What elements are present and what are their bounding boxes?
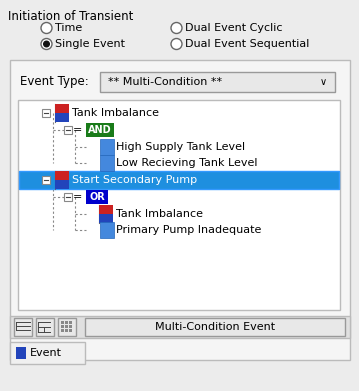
Text: Multi-Condition Event: Multi-Condition Event (155, 322, 275, 332)
Text: High Supply Tank Level: High Supply Tank Level (116, 142, 245, 152)
Bar (64, 193, 72, 201)
Circle shape (171, 23, 182, 34)
Text: Primary Pump Inadequate: Primary Pump Inadequate (116, 225, 261, 235)
Circle shape (41, 23, 52, 34)
Bar (61, 321, 64, 324)
Bar (99, 205, 113, 214)
Bar (10, 342, 85, 364)
Bar (16, 347, 26, 359)
Circle shape (171, 38, 182, 50)
Bar (18, 100, 340, 310)
Text: ** Multi-Condition **: ** Multi-Condition ** (108, 77, 222, 87)
Bar (86, 123, 114, 137)
Text: Single Event: Single Event (55, 39, 125, 49)
Bar (69, 329, 72, 332)
Bar (69, 321, 72, 324)
Text: Time: Time (55, 23, 82, 33)
Bar (10, 60, 350, 360)
Text: Low Recieving Tank Level: Low Recieving Tank Level (116, 158, 257, 168)
Bar (86, 190, 108, 204)
Bar (61, 325, 64, 328)
Bar (65, 321, 68, 324)
Text: ∨: ∨ (320, 77, 327, 87)
Bar (100, 222, 114, 238)
Bar (55, 104, 69, 113)
Text: Start Secondary Pump: Start Secondary Pump (72, 175, 197, 185)
Bar (55, 113, 69, 122)
Bar (36, 318, 54, 336)
Text: Initiation of Transient: Initiation of Transient (8, 10, 134, 23)
Bar (42, 109, 50, 117)
Text: AND: AND (88, 125, 112, 135)
Bar (10, 316, 350, 338)
Circle shape (41, 38, 52, 50)
Bar (64, 126, 72, 134)
Bar (100, 139, 114, 155)
Bar (14, 318, 32, 336)
Bar (65, 325, 68, 328)
Bar (55, 171, 69, 180)
Text: =: = (73, 125, 83, 135)
Text: =: = (73, 192, 83, 202)
Bar (69, 325, 72, 328)
Text: Dual Event Cyclic: Dual Event Cyclic (185, 23, 283, 33)
Text: OR: OR (89, 192, 105, 202)
Bar (85, 318, 345, 336)
Bar (58, 318, 76, 336)
Bar (55, 180, 69, 189)
Bar (65, 329, 68, 332)
Text: Event: Event (30, 348, 62, 358)
Text: Tank Imbalance: Tank Imbalance (116, 209, 203, 219)
Bar (42, 176, 50, 184)
Text: Event Type:: Event Type: (20, 75, 89, 88)
Circle shape (44, 41, 49, 47)
Text: Tank Imbalance: Tank Imbalance (72, 108, 159, 118)
Bar (19, 171, 339, 189)
Bar (100, 72, 335, 92)
Bar (100, 155, 114, 171)
Bar (61, 329, 64, 332)
Bar (99, 214, 113, 223)
Text: Dual Event Sequential: Dual Event Sequential (185, 39, 309, 49)
